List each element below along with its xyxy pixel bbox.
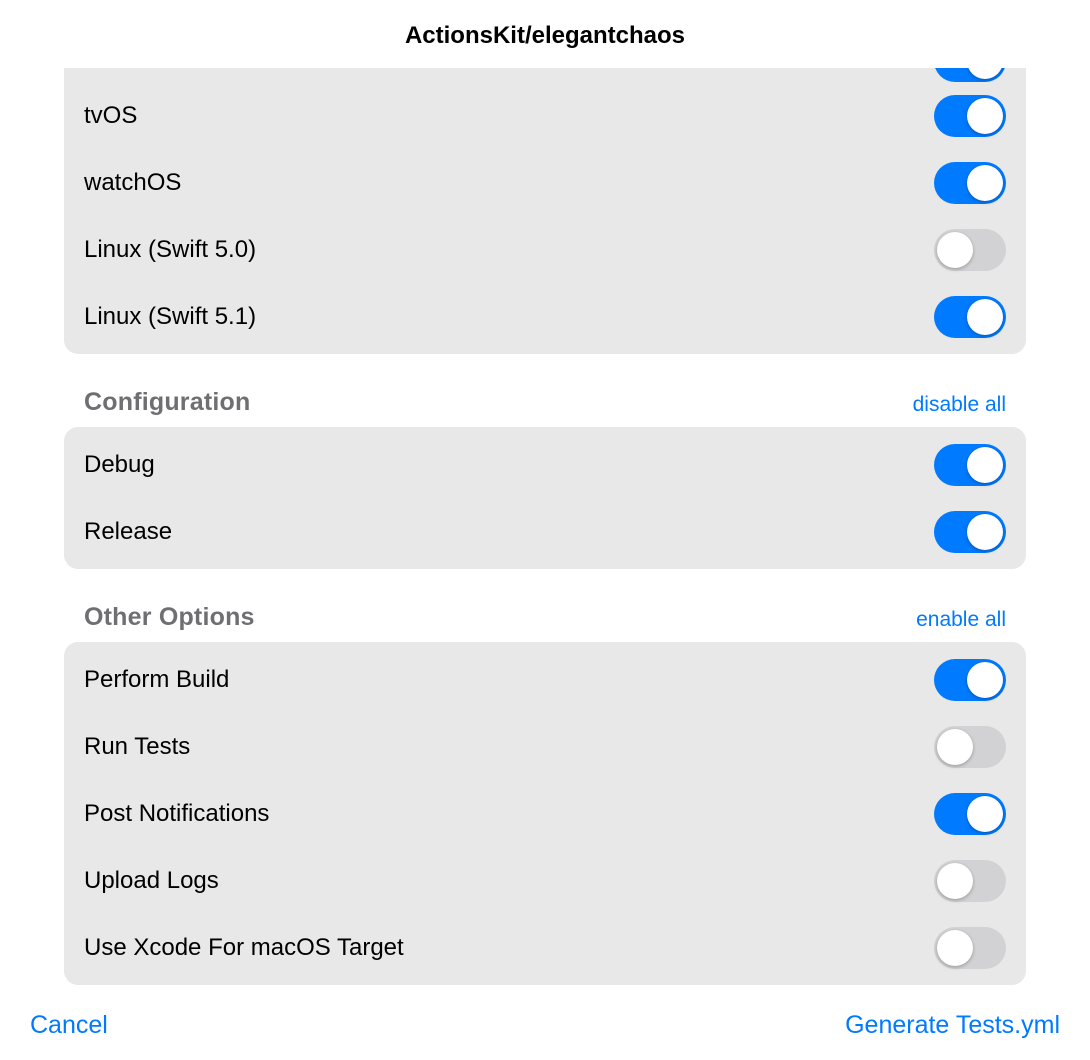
configuration-row: Release xyxy=(64,498,1026,565)
other-option-row: Run Tests xyxy=(64,713,1026,780)
other-options-enable-all-link[interactable]: enable all xyxy=(916,608,1006,632)
platform-label: watchOS xyxy=(84,169,934,197)
other-option-label: Perform Build xyxy=(84,666,934,694)
configuration-toggle[interactable] xyxy=(934,444,1006,486)
other-option-toggle[interactable] xyxy=(934,659,1006,701)
configuration-title: Configuration xyxy=(84,388,250,417)
other-options-card: Perform Build Run Tests Post Notifications… xyxy=(64,642,1026,985)
other-option-row: Perform Build xyxy=(64,646,1026,713)
generate-button[interactable]: Generate Tests.yml xyxy=(845,1011,1060,1040)
other-option-toggle[interactable] xyxy=(934,927,1006,969)
platform-row: Linux (Swift 5.1) xyxy=(64,283,1026,350)
other-option-row: Post Notifications xyxy=(64,780,1026,847)
other-option-label: Upload Logs xyxy=(84,867,934,895)
cancel-button[interactable]: Cancel xyxy=(30,1011,108,1040)
other-option-toggle[interactable] xyxy=(934,726,1006,768)
partial-toggle-peek xyxy=(934,68,1006,82)
other-options-title: Other Options xyxy=(84,603,255,632)
configuration-row: Debug xyxy=(64,431,1026,498)
other-option-label: Post Notifications xyxy=(84,800,934,828)
page-title: ActionsKit/elegantchaos xyxy=(0,0,1090,68)
platform-toggle[interactable] xyxy=(934,95,1006,137)
other-option-label: Run Tests xyxy=(84,733,934,761)
other-option-toggle[interactable] xyxy=(934,860,1006,902)
configuration-label: Debug xyxy=(84,451,934,479)
platforms-card: tvOS watchOS Linux (Swift 5.0) Linux (Swift… xyxy=(64,68,1026,354)
other-option-row: Upload Logs xyxy=(64,847,1026,914)
platform-row: watchOS xyxy=(64,149,1026,216)
platform-row: Linux (Swift 5.0) xyxy=(64,216,1026,283)
configuration-disable-all-link[interactable]: disable all xyxy=(913,393,1006,417)
other-option-row: Use Xcode For macOS Target xyxy=(64,914,1026,981)
platform-label: Linux (Swift 5.0) xyxy=(84,236,934,264)
platform-label: tvOS xyxy=(84,102,934,130)
platform-toggle[interactable] xyxy=(934,296,1006,338)
other-options-rows: Perform Build Run Tests Post Notifications… xyxy=(64,646,1026,981)
settings-scroll-area: tvOS watchOS Linux (Swift 5.0) Linux (Swift… xyxy=(0,68,1090,1011)
configuration-section-header: Configuration disable all xyxy=(64,354,1026,427)
platform-row: tvOS xyxy=(64,82,1026,149)
configuration-rows: Debug Release xyxy=(64,431,1026,565)
platform-toggle[interactable] xyxy=(934,229,1006,271)
platform-toggle[interactable] xyxy=(934,162,1006,204)
platform-rows: tvOS watchOS Linux (Swift 5.0) Linux (Swift… xyxy=(64,82,1026,350)
platform-toggle-peek[interactable] xyxy=(934,68,1006,82)
other-options-section-header: Other Options enable all xyxy=(64,569,1026,642)
other-option-label: Use Xcode For macOS Target xyxy=(84,934,934,962)
configuration-card: Debug Release xyxy=(64,427,1026,569)
other-option-toggle[interactable] xyxy=(934,793,1006,835)
configuration-toggle[interactable] xyxy=(934,511,1006,553)
footer: Cancel Generate Tests.yml xyxy=(0,1011,1090,1060)
platform-label: Linux (Swift 5.1) xyxy=(84,303,934,331)
configuration-label: Release xyxy=(84,518,934,546)
